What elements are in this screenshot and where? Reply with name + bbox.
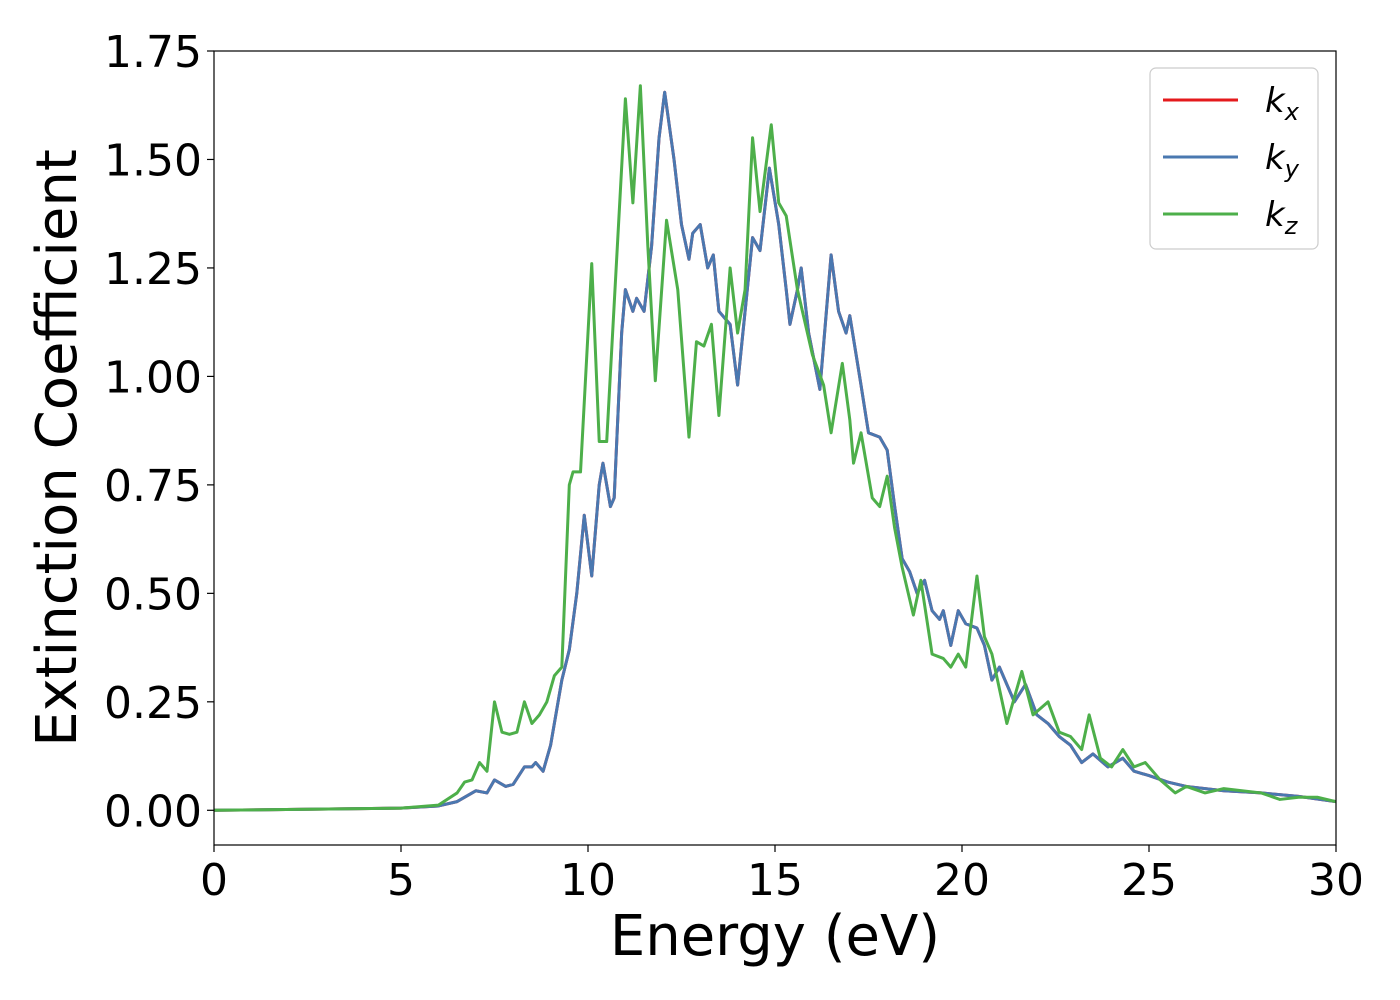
- y-tick-label: 1.50: [104, 135, 202, 186]
- x-tick-label: 10: [560, 855, 616, 906]
- legend-label: kz: [1265, 195, 1299, 240]
- y-axis-label: Extinction Coefficient: [25, 149, 90, 747]
- x-axis-label: Energy (eV): [610, 904, 940, 969]
- series-line: [214, 90, 1336, 812]
- y-tick-label: 0.50: [104, 569, 202, 620]
- x-tick-label: 0: [200, 855, 228, 906]
- y-tick-label: 1.75: [104, 27, 202, 78]
- x-tick-label: 30: [1308, 855, 1364, 906]
- x-tick-label: 25: [1121, 855, 1177, 906]
- y-tick-label: 1.00: [104, 352, 202, 403]
- y-tick-label: 0.75: [104, 461, 202, 512]
- y-tick-label: 0.25: [104, 678, 202, 729]
- x-tick-label: 20: [934, 855, 990, 906]
- x-tick-label: 5: [387, 855, 415, 906]
- y-tick-label: 0.00: [104, 786, 202, 837]
- y-tick-label: 1.25: [104, 244, 202, 295]
- series-line: [214, 84, 1336, 812]
- x-tick-label: 15: [747, 855, 803, 906]
- legend-label: kx: [1265, 81, 1300, 126]
- legend-label: ky: [1265, 138, 1300, 183]
